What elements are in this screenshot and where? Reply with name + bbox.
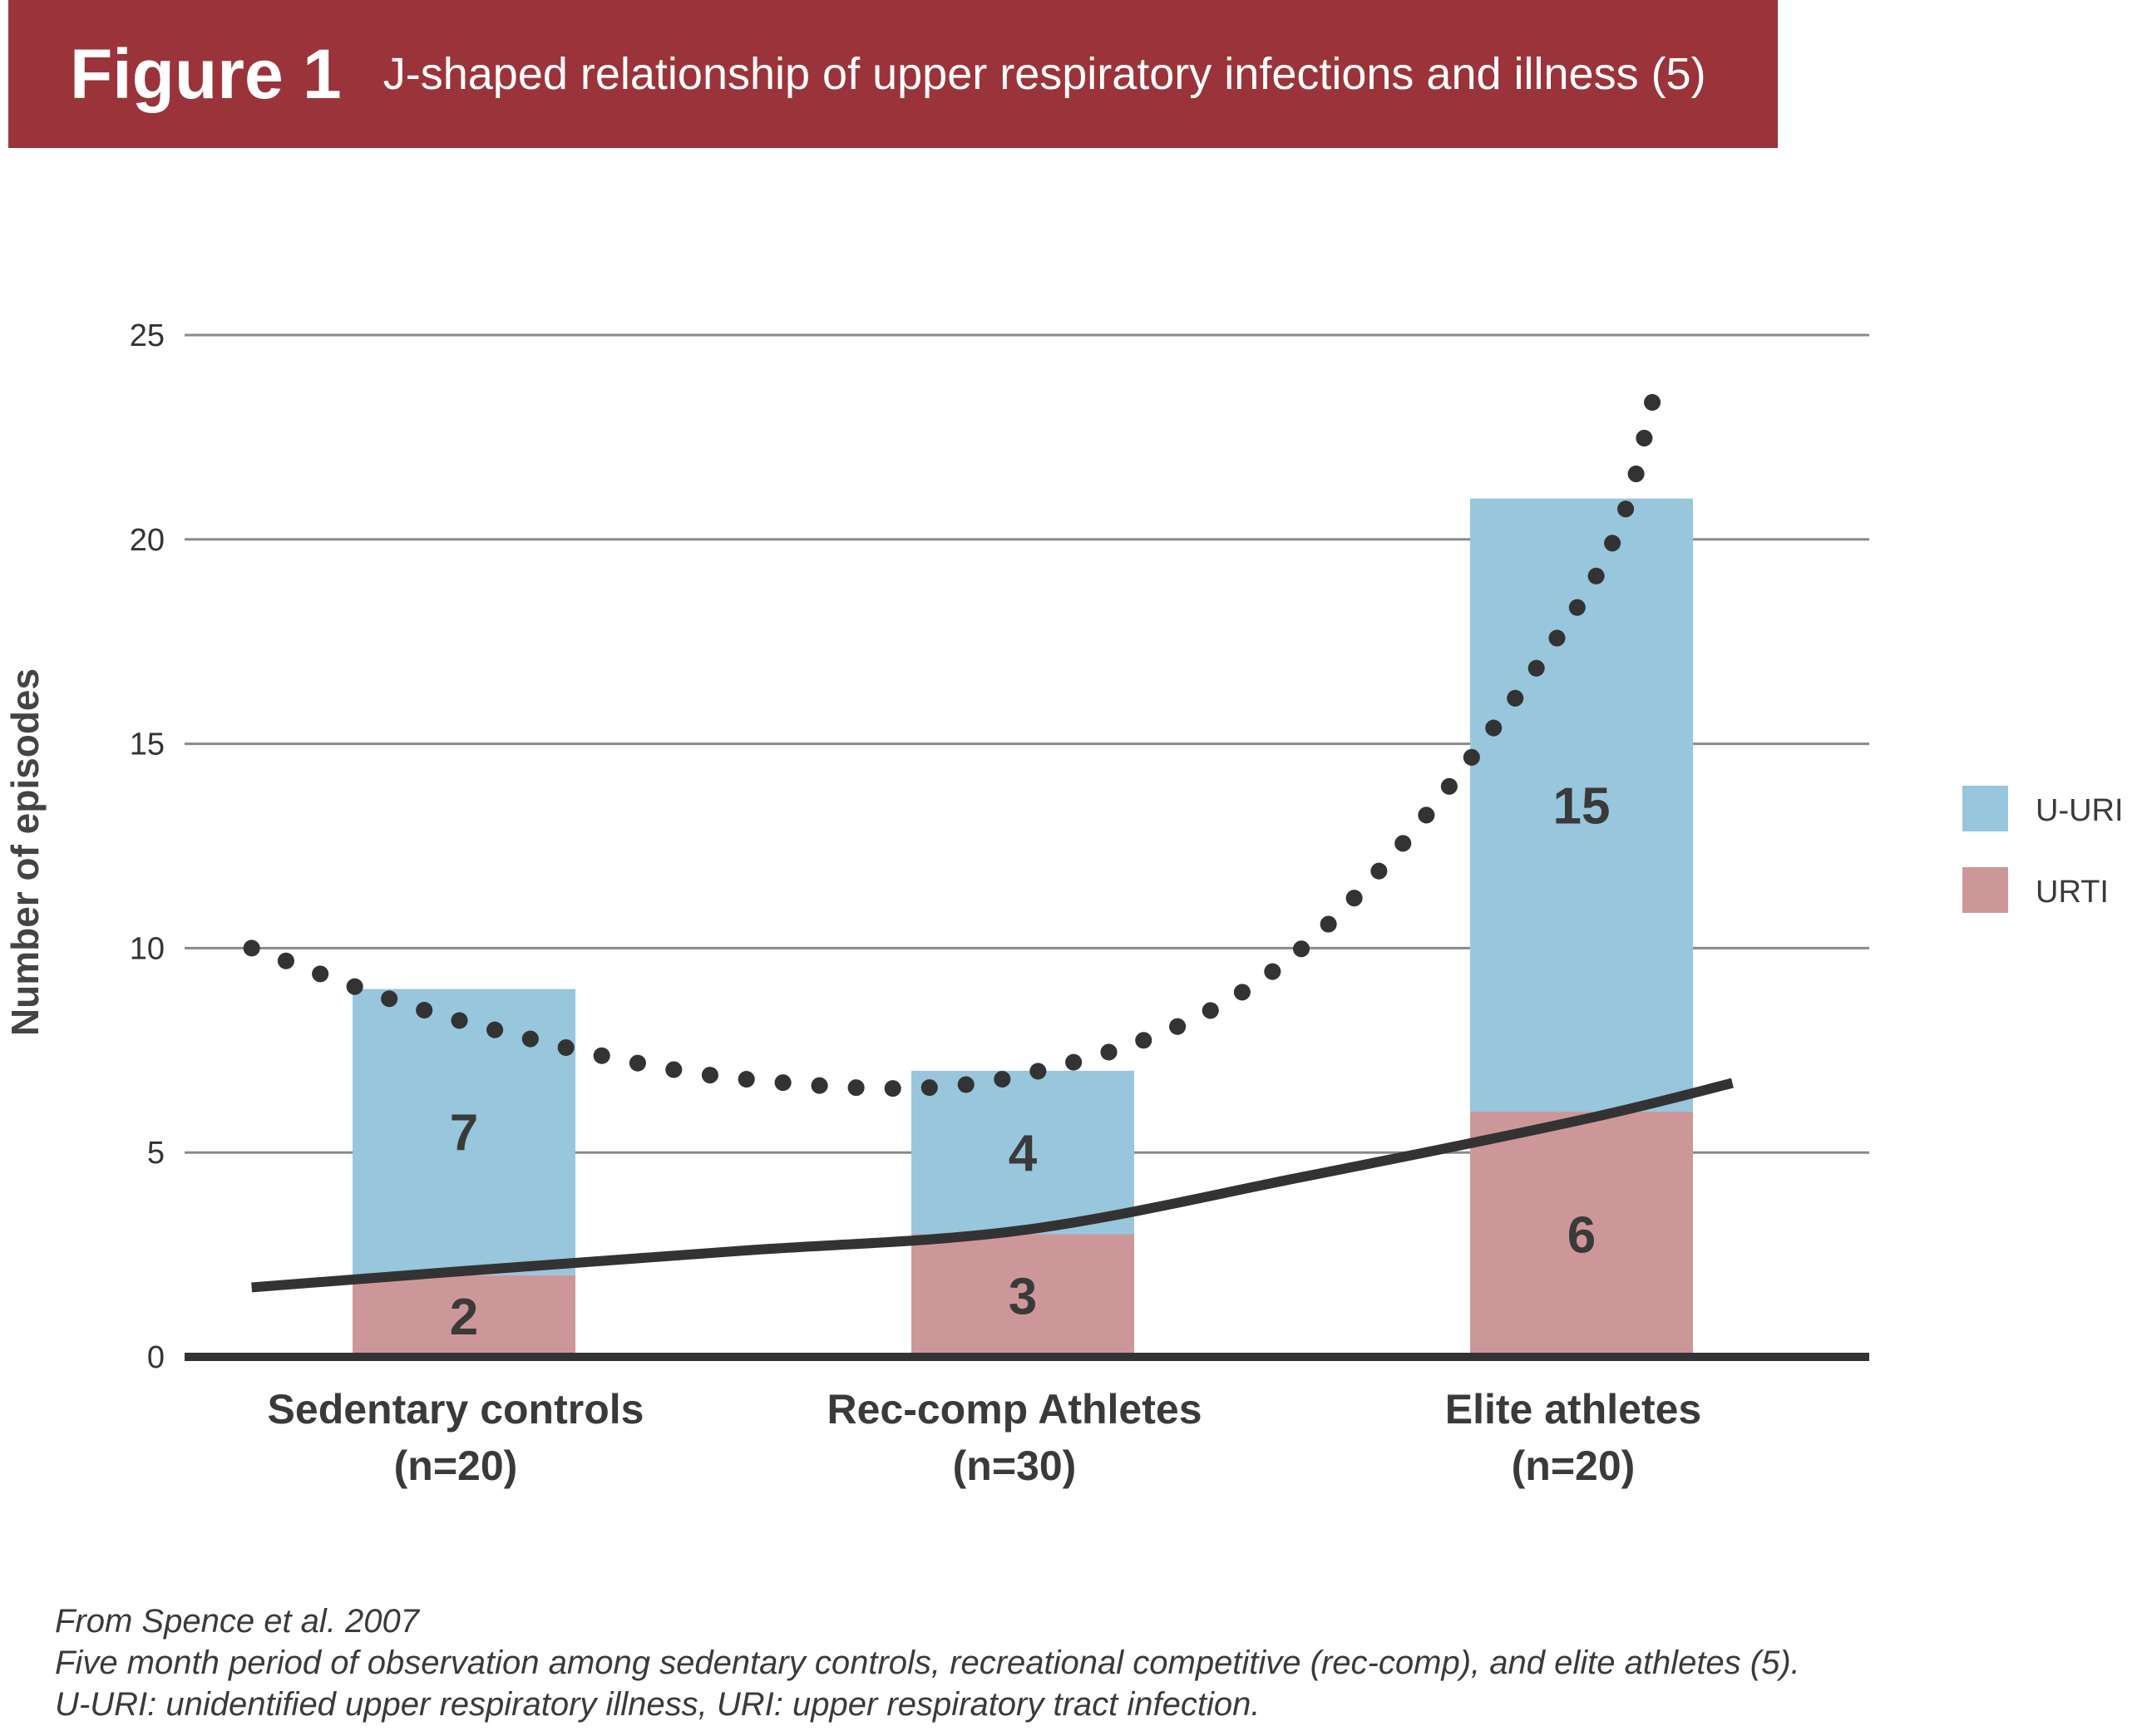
y-tick-label: 10 bbox=[130, 931, 165, 966]
footnote: From Spence et al. 2007 Five month perio… bbox=[55, 1600, 1800, 1725]
x-category-sample-size: (n=20) bbox=[1512, 1443, 1636, 1489]
bar-urti bbox=[353, 1275, 575, 1357]
y-axis-label: Number of episodes bbox=[3, 668, 47, 1036]
y-tick-label: 15 bbox=[130, 727, 165, 762]
x-category-sample-size: (n=20) bbox=[394, 1443, 518, 1489]
figure-banner: Figure 1 J-shaped relationship of upper … bbox=[8, 0, 1778, 148]
y-tick-label: 5 bbox=[147, 1136, 165, 1171]
bar-value-label: 6 bbox=[1567, 1207, 1596, 1265]
x-category-label: Rec-comp Athletes bbox=[827, 1386, 1202, 1433]
bar-u-uri bbox=[911, 1070, 1134, 1235]
bar-value-label: 7 bbox=[450, 1105, 478, 1162]
footnote-abbreviations: U-URI: unidentified upper respiratory il… bbox=[55, 1686, 1261, 1723]
legend-swatch-u-uri bbox=[1962, 786, 2008, 831]
figure-label: Figure 1 bbox=[70, 34, 342, 113]
x-category-label: Sedentary controls bbox=[268, 1386, 644, 1433]
x-category-sample-size: (n=30) bbox=[953, 1443, 1077, 1489]
legend-swatch-urti bbox=[1962, 867, 2008, 913]
bar-urti bbox=[1470, 1112, 1693, 1357]
bar-urti bbox=[911, 1234, 1134, 1357]
legend-label-u-uri: U-URI bbox=[2036, 793, 2124, 828]
x-category-label: Elite athletes bbox=[1445, 1386, 1701, 1433]
dotted-trend-curve bbox=[243, 387, 1663, 1097]
solid-trend-curve bbox=[251, 1078, 1734, 1293]
y-tick-label: 20 bbox=[130, 523, 165, 558]
footnote-observation: Five month period of observation among s… bbox=[55, 1645, 1800, 1681]
y-tick-label: 25 bbox=[130, 318, 165, 353]
y-tick-label: 0 bbox=[147, 1340, 165, 1375]
bar-value-label: 4 bbox=[1009, 1125, 1038, 1182]
footnote-source: From Spence et al. 2007 bbox=[55, 1603, 420, 1640]
bar-value-label: 3 bbox=[1009, 1268, 1037, 1325]
bar-value-label: 15 bbox=[1553, 777, 1611, 835]
legend-label-urti: URTI bbox=[2036, 875, 2109, 910]
bar-value-label: 2 bbox=[450, 1289, 478, 1346]
figure-title: J-shaped relationship of upper respirato… bbox=[382, 49, 1706, 99]
